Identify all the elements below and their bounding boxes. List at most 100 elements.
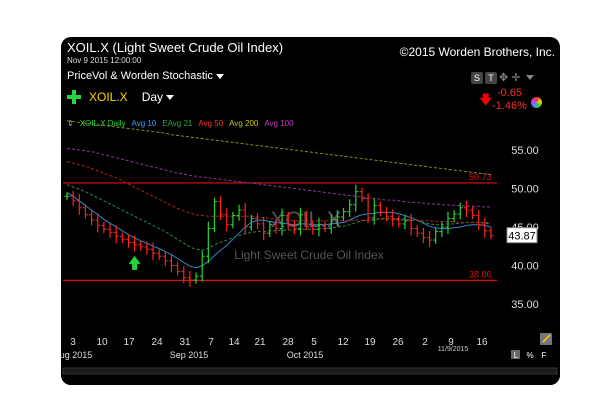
price-bar	[76, 193, 82, 215]
study-menu[interactable]: PriceVol & Worden Stochastic	[67, 70, 224, 82]
chart-toolbar: S T ✥ ✛	[471, 71, 535, 84]
price-chart[interactable]: XOIL.X Light Sweet Crude Oil Index 50.73 38…	[61, 37, 560, 385]
price-bar	[175, 261, 181, 276]
s-button[interactable]: S	[471, 71, 483, 84]
add-icon[interactable]	[67, 89, 81, 104]
price-bar	[420, 227, 426, 244]
x-tick-label: 7	[208, 337, 214, 348]
legend-item[interactable]: Avg 100	[264, 119, 294, 128]
price-bar	[341, 207, 347, 221]
chevron-down-icon	[215, 73, 224, 79]
price-bar	[70, 190, 76, 207]
price-bar	[82, 204, 88, 219]
price-bar	[95, 213, 101, 233]
date-stamp: 11/9/2015	[438, 346, 469, 353]
moving-average-line	[66, 148, 491, 208]
legend-item[interactable]: Avg 200	[229, 119, 259, 128]
move-icon[interactable]: ✛	[511, 72, 521, 84]
price-bar	[359, 187, 365, 203]
price-bar	[193, 272, 199, 284]
price-bar	[402, 215, 408, 230]
x-tick-label: 16	[476, 337, 488, 348]
moving-average-line	[66, 184, 492, 251]
price-bar	[470, 206, 476, 220]
window-title: XOIL.X (Light Sweet Crude Oil Index)	[67, 40, 284, 55]
y-tick-label: 50.00	[511, 184, 539, 196]
chevron-down-icon[interactable]	[526, 75, 535, 80]
price-bar	[218, 196, 224, 220]
chevron-down-icon	[166, 95, 175, 101]
change-percent: -1.46%	[492, 100, 527, 112]
price-bar	[463, 200, 469, 217]
price-bar	[181, 266, 187, 284]
sort-icon[interactable]: ⇕	[67, 119, 74, 128]
price-bar	[267, 221, 273, 237]
legend-item[interactable]: Avg 10	[131, 119, 157, 128]
legend-item[interactable]: XOIL.X Daily	[79, 119, 126, 128]
price-bar	[168, 253, 174, 273]
price-bar	[150, 242, 156, 261]
price-bar	[285, 211, 291, 230]
x-tick-label: 31	[179, 337, 191, 348]
price-bar	[230, 211, 236, 229]
symbol-label[interactable]: XOIL.X	[89, 89, 128, 104]
x-tick-label: 10	[96, 337, 108, 348]
month-label: Oct 2015	[287, 350, 324, 360]
watermark-name: Light Sweet Crude Oil Index	[234, 248, 383, 262]
price-bar	[162, 250, 168, 267]
y-tick-label: 35.00	[511, 299, 539, 311]
x-tick-label: 21	[254, 337, 266, 348]
t-button[interactable]: T	[485, 71, 497, 84]
price-bar	[291, 220, 297, 234]
price-bar	[365, 193, 371, 224]
month-label: Sep 2015	[170, 350, 209, 360]
price-bar	[211, 197, 217, 233]
price-bar	[205, 221, 211, 264]
drawing-tools-icon[interactable]: ✥	[499, 72, 509, 84]
price-bar	[144, 241, 150, 255]
scrollbar	[62, 367, 558, 375]
x-tick-label: 2	[422, 337, 428, 348]
y-tick-label: 55.00	[511, 145, 539, 157]
price-bar	[439, 221, 445, 237]
x-tick-label: 9	[448, 337, 454, 348]
color-palette-icon[interactable]	[531, 97, 542, 108]
price-bar	[298, 207, 304, 236]
x-tick-label: 5	[311, 337, 317, 348]
price-bar	[451, 210, 457, 223]
price-bar	[353, 184, 359, 212]
x-tick-label: 12	[337, 337, 349, 348]
price-bar	[390, 209, 396, 227]
chart-legend: ⇕ XOIL.X Daily Avg 10 EAvg 21 Avg 50 Avg 200 A…	[67, 119, 306, 128]
chart-window: XOIL.X Light Sweet Crude Oil Index 50.73 38…	[61, 37, 560, 385]
price-bar	[482, 217, 488, 238]
down-arrow-icon: 🡇	[479, 92, 493, 107]
price-bar	[254, 213, 260, 230]
resistance-label: 50.73	[469, 172, 492, 182]
legend-item[interactable]: EAvg 21	[162, 119, 193, 128]
price-bar	[445, 211, 451, 234]
x-tick-label: 17	[123, 337, 135, 348]
price-bar	[279, 208, 285, 236]
legend-item[interactable]: Avg 50	[198, 119, 224, 128]
price-bar	[199, 250, 205, 282]
price-bar	[408, 213, 414, 236]
support-label: 38.06	[469, 269, 492, 279]
current-price-label: 43.87	[508, 231, 536, 243]
period-selector[interactable]: Day	[141, 89, 175, 104]
price-bar	[457, 202, 463, 220]
period-label: Day	[141, 89, 164, 104]
x-tick-label: 14	[228, 337, 240, 348]
date-time: Nov 9 2015 12:00:00	[67, 56, 142, 65]
price-bar	[224, 207, 230, 232]
price-bar	[433, 227, 439, 244]
price-bar	[236, 204, 242, 221]
price-bar	[89, 209, 95, 226]
lin-button-label: L	[514, 351, 519, 360]
price-bar	[488, 227, 494, 240]
price-bar	[273, 219, 279, 234]
price-bar	[248, 214, 254, 231]
price-bar	[107, 224, 113, 238]
price-bar	[396, 215, 402, 228]
lin-button	[511, 350, 520, 359]
